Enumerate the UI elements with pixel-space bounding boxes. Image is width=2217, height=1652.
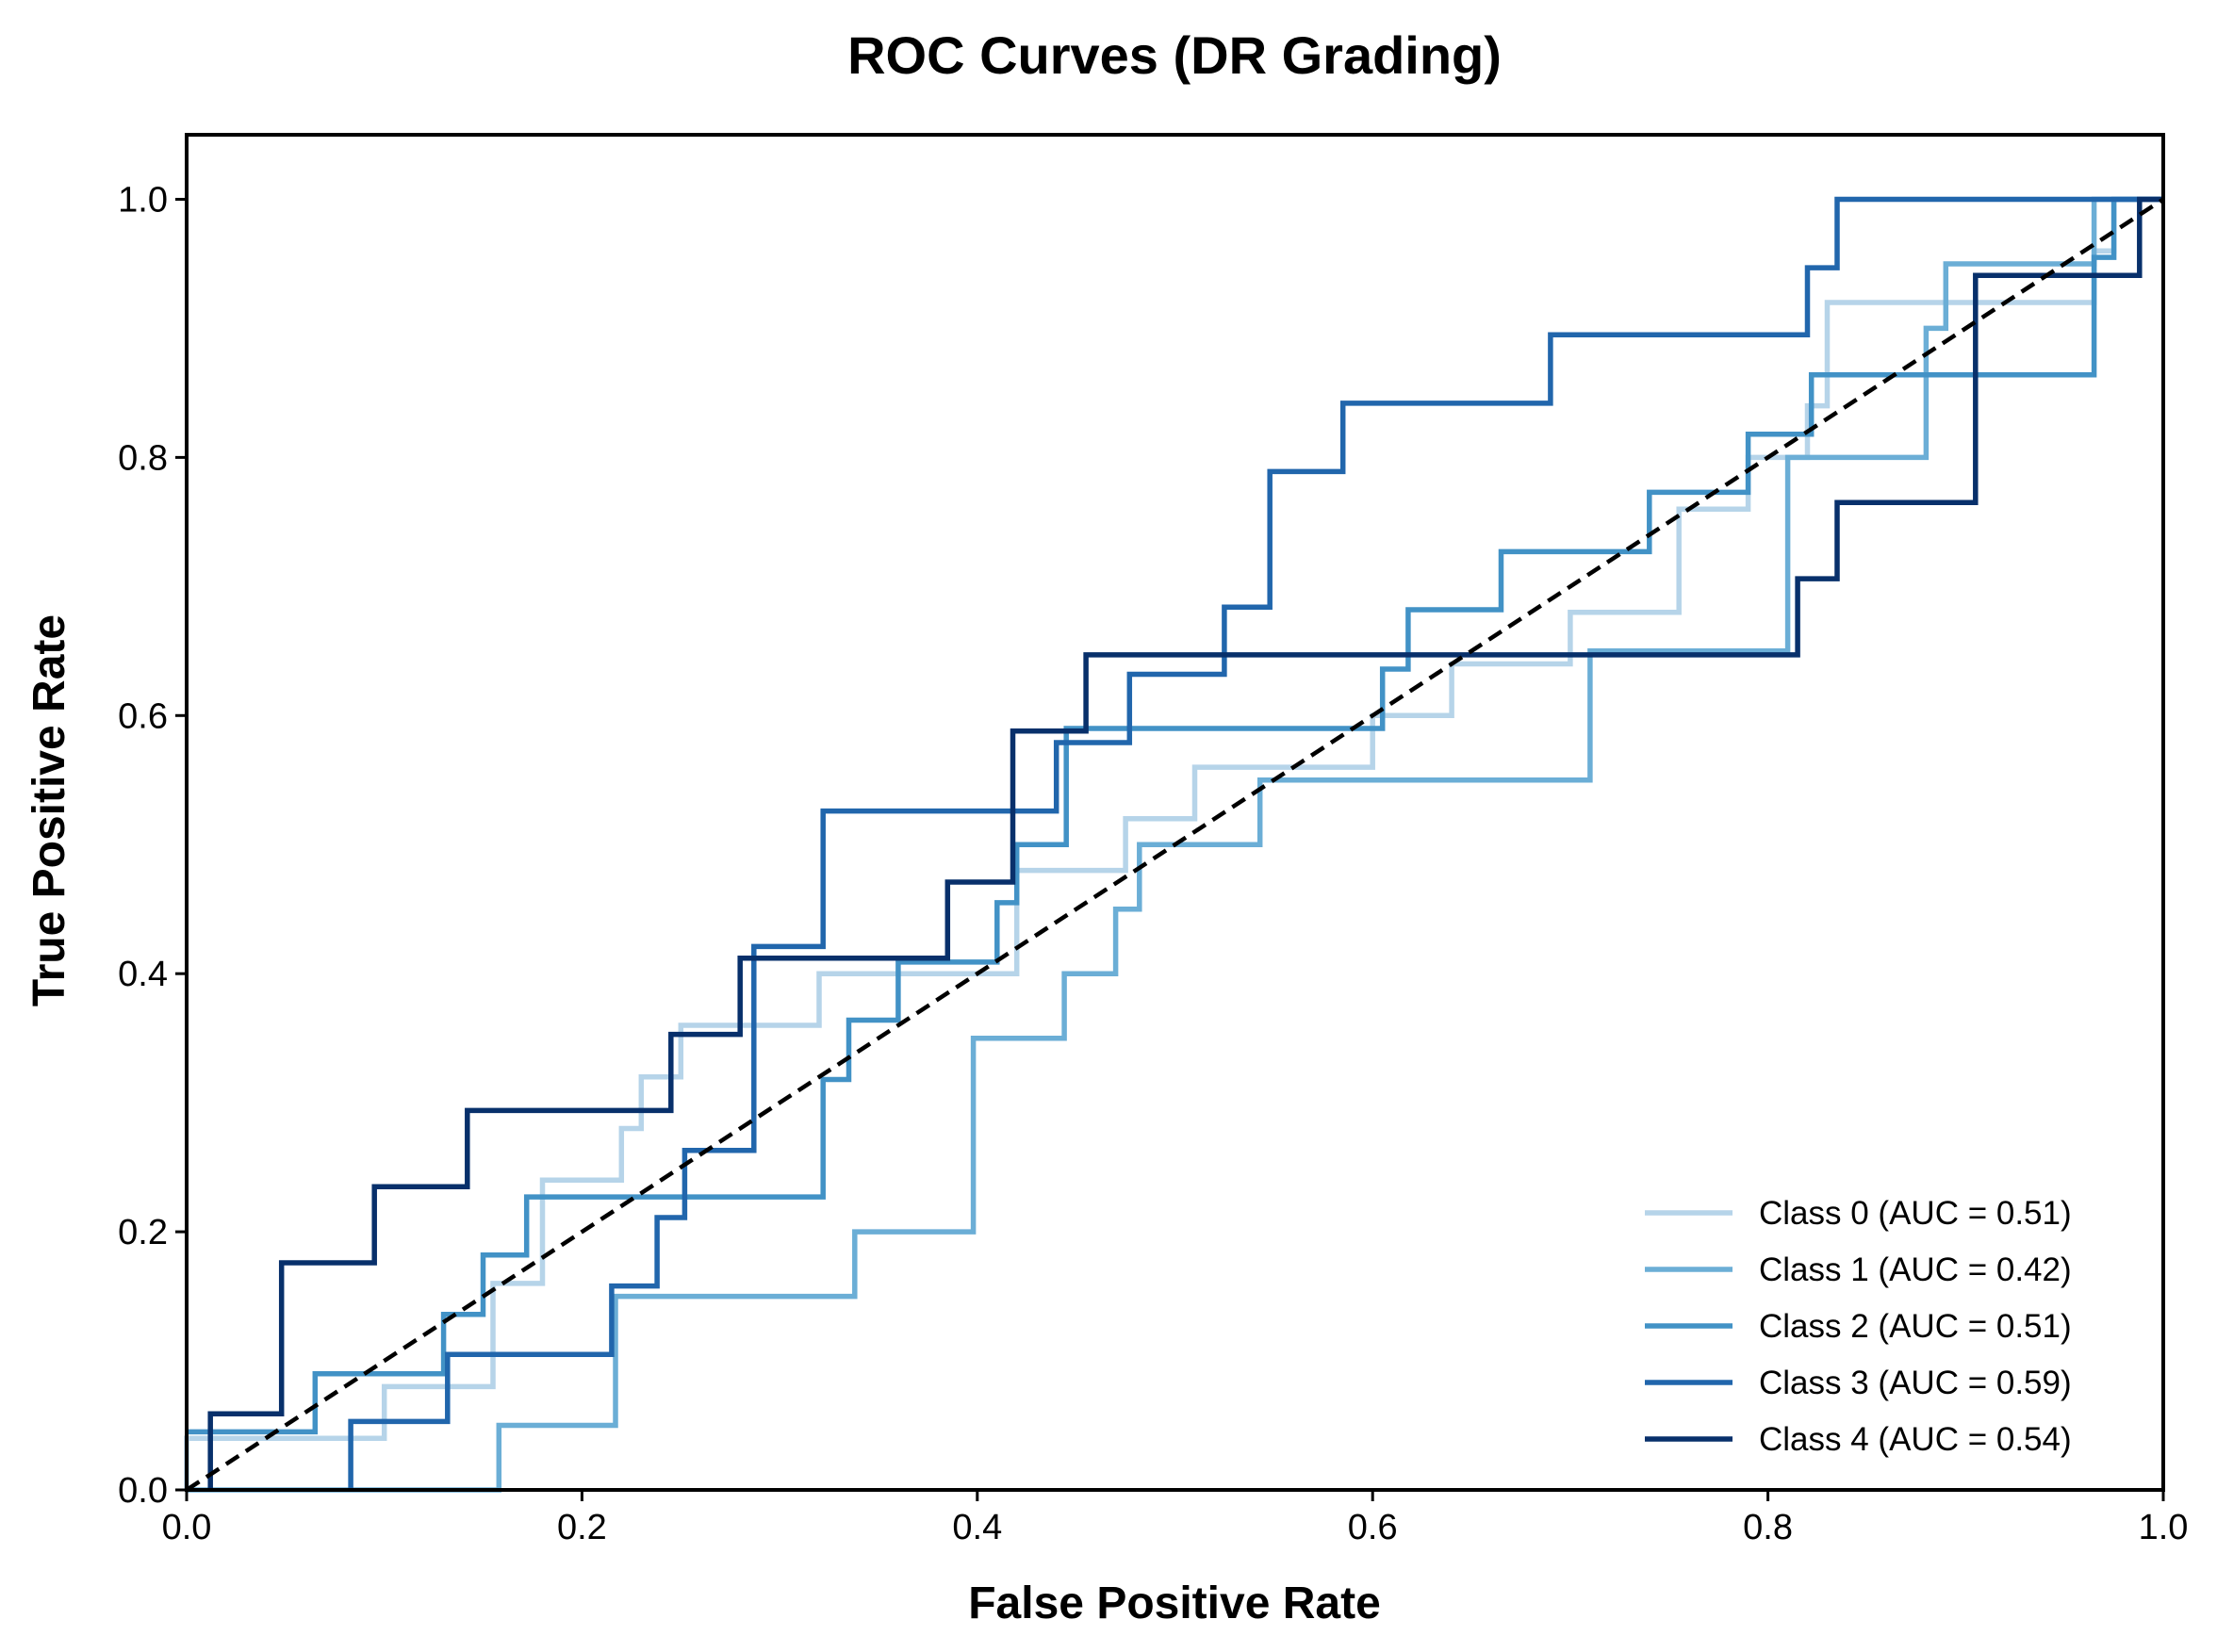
legend-label-class-3: Class 3 (AUC = 0.59)	[1759, 1365, 2072, 1401]
legend-label-class-1: Class 1 (AUC = 0.42)	[1759, 1251, 2072, 1288]
x-tick-label: 0.4	[952, 1508, 1002, 1547]
plot-area	[184, 196, 2165, 1493]
y-tick-label: 0.8	[118, 438, 168, 478]
legend-label-class-4: Class 4 (AUC = 0.54)	[1759, 1421, 2072, 1458]
y-tick-label: 0.6	[118, 696, 168, 736]
x-tick-label: 0.6	[1348, 1508, 1398, 1547]
x-axis-ticks: 0.0 0.2 0.4 0.6 0.8 1.0	[162, 1490, 2189, 1547]
y-axis-ticks: 0.0 0.2 0.4 0.6 0.8 1.0	[118, 180, 187, 1511]
x-tick-label: 1.0	[2139, 1508, 2189, 1547]
y-tick-label: 0.2	[118, 1213, 168, 1252]
plot-frame	[185, 133, 2165, 1492]
y-axis-title: True Positive Rate	[25, 614, 74, 1006]
reference-diagonal-line	[185, 197, 2165, 1492]
chart-title: ROC Curves (DR Grading)	[847, 25, 1502, 85]
y-tick-label: 0.4	[118, 955, 168, 994]
x-axis-title: False Positive Rate	[968, 1578, 1381, 1628]
series-line-class-1	[187, 196, 2163, 1493]
series-line-class-2	[187, 196, 2163, 1435]
legend-label-class-2: Class 2 (AUC = 0.51)	[1759, 1308, 2072, 1345]
legend: Class 0 (AUC = 0.51) Class 1 (AUC = 0.42)…	[1645, 1195, 2072, 1458]
y-tick-label: 0.0	[118, 1471, 168, 1511]
series-line-class-4	[207, 196, 2163, 1490]
x-tick-label: 0.0	[162, 1508, 212, 1547]
legend-label-class-0: Class 0 (AUC = 0.51)	[1759, 1195, 2072, 1232]
y-tick-label: 1.0	[118, 180, 168, 220]
series-line-class-3	[348, 196, 2163, 1490]
x-tick-label: 0.8	[1743, 1508, 1793, 1547]
x-tick-label: 0.2	[557, 1508, 607, 1547]
